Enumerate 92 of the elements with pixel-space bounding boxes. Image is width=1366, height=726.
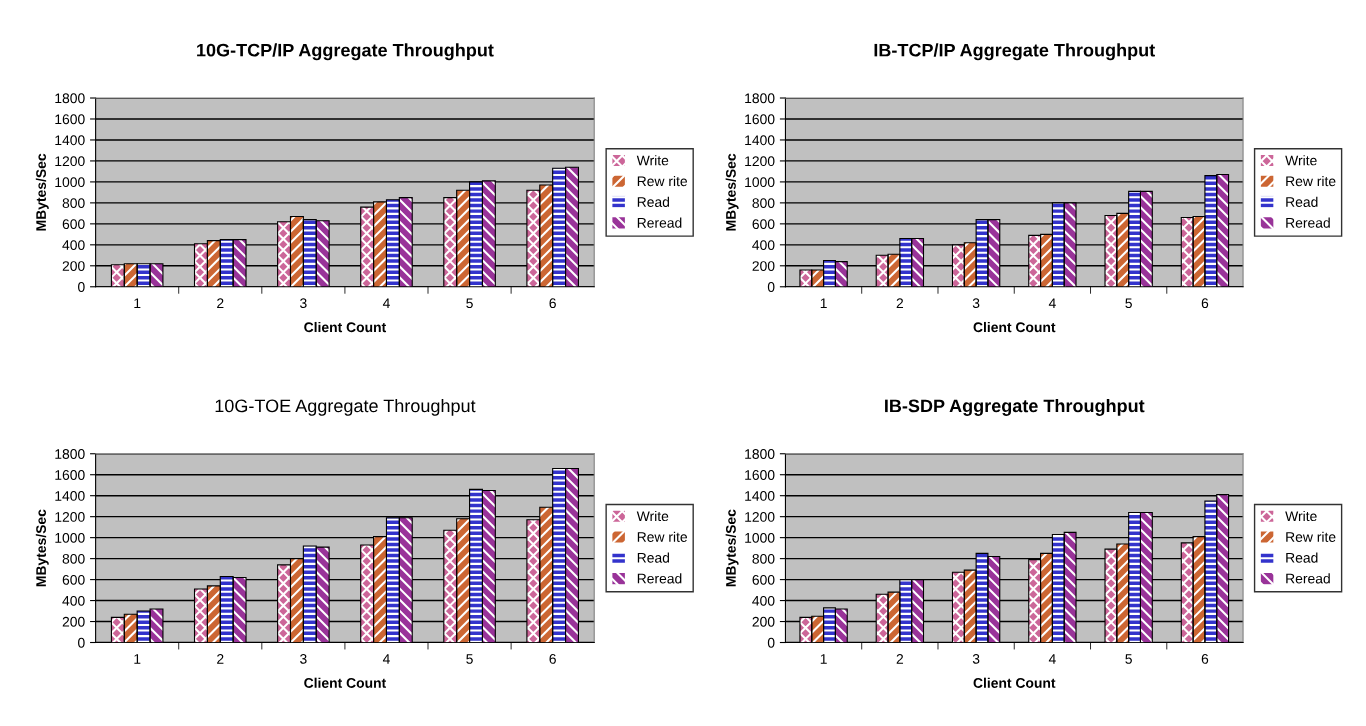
x-tick-label: 5 bbox=[1125, 298, 1132, 309]
x-axis-title: Client Count bbox=[973, 677, 1056, 688]
y-axis-title: MBytes/Sec bbox=[35, 509, 49, 587]
y-tick-label: 200 bbox=[62, 261, 85, 271]
y-tick-label: 200 bbox=[62, 616, 85, 627]
chart-title: IB-SDP Aggregate Throughput bbox=[885, 399, 1145, 416]
x-tick-label: 5 bbox=[466, 654, 473, 664]
x-tick-label: 6 bbox=[549, 298, 556, 309]
y-tick-label: 0 bbox=[78, 637, 85, 648]
y-tick-label: 400 bbox=[752, 240, 775, 250]
y-tick-label: 1000 bbox=[55, 177, 85, 188]
y-tick-label: 600 bbox=[62, 219, 85, 230]
y-tick-label: 1600 bbox=[55, 470, 85, 480]
y-axis-title: MBytes/Sec bbox=[35, 153, 49, 231]
legend-label: Rew rite bbox=[1286, 531, 1336, 542]
legend-label: Reread bbox=[1286, 217, 1330, 228]
legend-label: Rew rite bbox=[637, 531, 688, 542]
y-tick-label: 1200 bbox=[745, 512, 775, 522]
y-tick-label: 1800 bbox=[745, 93, 775, 104]
y-axis-title: MBytes/Sec bbox=[725, 509, 739, 587]
x-tick-label: 4 bbox=[382, 654, 390, 664]
y-tick-label: 1000 bbox=[55, 532, 85, 543]
y-tick-label: 200 bbox=[752, 616, 775, 627]
x-axis-title: Client Count bbox=[973, 321, 1056, 333]
x-tick-label: 4 bbox=[382, 298, 390, 308]
y-tick-label: 0 bbox=[767, 637, 775, 648]
y-tick-label: 1000 bbox=[745, 177, 775, 188]
y-tick-label: 1200 bbox=[745, 156, 775, 167]
y-tick-label: 1400 bbox=[745, 135, 775, 146]
y-tick-label: 400 bbox=[752, 595, 775, 606]
legend-label: Read bbox=[1286, 552, 1318, 563]
y-tick-label: 400 bbox=[62, 595, 85, 606]
x-tick-label: 5 bbox=[1125, 654, 1132, 664]
x-tick-label: 1 bbox=[820, 298, 827, 308]
y-tick-label: 800 bbox=[752, 553, 775, 564]
y-axis-title: MBytes/Sec bbox=[725, 153, 739, 231]
legend-label: Reread bbox=[637, 217, 682, 228]
legend-label: Read bbox=[1286, 196, 1318, 207]
legend-label: Rew rite bbox=[637, 175, 688, 187]
y-tick-label: 800 bbox=[62, 553, 85, 564]
x-axis-title: Client Count bbox=[304, 677, 387, 688]
x-axis-title: Client Count bbox=[304, 321, 387, 333]
legend-label: Read bbox=[637, 552, 669, 563]
legend-label: Reread bbox=[637, 573, 682, 584]
x-tick-label: 1 bbox=[820, 654, 827, 664]
y-tick-label: 800 bbox=[752, 198, 775, 209]
y-tick-label: 1400 bbox=[745, 491, 775, 501]
legend-label: Write bbox=[636, 510, 669, 522]
y-tick-label: 600 bbox=[752, 219, 775, 230]
x-tick-label: 6 bbox=[1201, 653, 1209, 664]
y-tick-label: 1200 bbox=[55, 156, 85, 167]
y-tick-label: 1800 bbox=[745, 449, 775, 459]
x-tick-label: 2 bbox=[896, 298, 904, 308]
x-tick-label: 6 bbox=[549, 653, 556, 664]
x-tick-label: 4 bbox=[1048, 298, 1056, 308]
y-tick-label: 1600 bbox=[745, 114, 775, 125]
chart-title: 10G-TOE Aggregate Throughput bbox=[215, 399, 476, 416]
x-tick-label: 3 bbox=[972, 653, 980, 664]
legend-label: Reread bbox=[1286, 573, 1330, 584]
x-tick-label: 3 bbox=[300, 653, 307, 664]
x-tick-label: 2 bbox=[896, 653, 904, 664]
legend-label: Read bbox=[637, 196, 669, 207]
y-tick-label: 1800 bbox=[55, 93, 85, 104]
y-tick-label: 1400 bbox=[55, 491, 85, 501]
chart-title: 10G-TCP/IP Aggregate Throughput bbox=[197, 43, 494, 61]
y-tick-label: 1000 bbox=[745, 532, 775, 543]
y-tick-label: 1400 bbox=[55, 135, 85, 146]
y-tick-label: 1200 bbox=[55, 512, 85, 522]
y-tick-label: 600 bbox=[752, 574, 775, 585]
y-tick-label: 400 bbox=[62, 240, 85, 250]
y-tick-label: 1600 bbox=[55, 114, 85, 125]
y-tick-label: 800 bbox=[62, 198, 85, 209]
chart-title: IB-TCP/IP Aggregate Throughput bbox=[874, 43, 1155, 61]
y-tick-label: 0 bbox=[78, 282, 85, 292]
x-tick-label: 6 bbox=[1201, 298, 1209, 309]
x-tick-label: 1 bbox=[134, 298, 141, 308]
legend-label: Write bbox=[1285, 155, 1317, 166]
x-tick-label: 2 bbox=[217, 653, 224, 664]
y-tick-label: 1600 bbox=[745, 470, 775, 480]
y-tick-label: 600 bbox=[62, 574, 85, 585]
x-tick-label: 3 bbox=[972, 298, 980, 309]
y-tick-label: 200 bbox=[752, 261, 775, 271]
y-tick-label: 1800 bbox=[55, 449, 85, 459]
legend-label: Write bbox=[1285, 510, 1317, 522]
legend-label: Rew rite bbox=[1286, 175, 1336, 187]
x-tick-label: 1 bbox=[134, 654, 141, 664]
x-tick-label: 5 bbox=[466, 298, 473, 309]
legend-label: Write bbox=[636, 155, 669, 166]
y-tick-label: 0 bbox=[767, 282, 775, 292]
x-tick-label: 3 bbox=[300, 298, 307, 309]
x-tick-label: 2 bbox=[217, 298, 224, 308]
x-tick-label: 4 bbox=[1048, 654, 1056, 664]
